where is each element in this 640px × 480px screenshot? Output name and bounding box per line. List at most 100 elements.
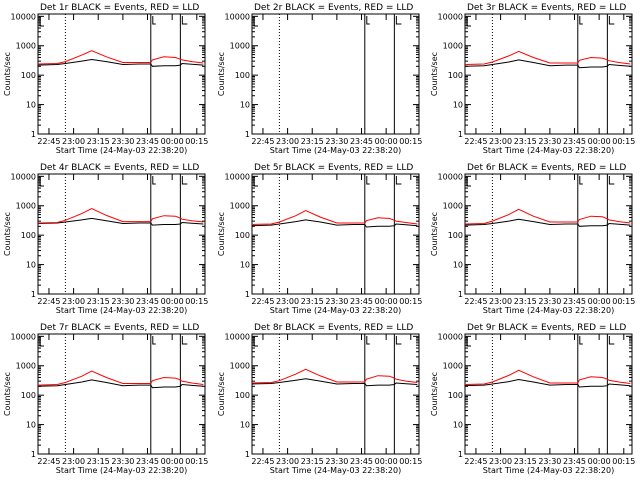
marker-flag-symbol [579,336,583,345]
y-tick-label: 10 [453,421,463,430]
plot-frame [464,13,633,135]
y-tick-label: 10000 [225,332,250,341]
y-tick-label: 1 [458,130,463,139]
y-tick-label: 1 [31,450,36,459]
y-tick-label: 1000 [443,362,463,371]
x-tick-label: 23:15 [301,297,324,306]
x-tick-label: 23:15 [87,297,110,306]
panel-title: Det 7r BLACK = Events, RED = LLD [40,323,199,333]
marker-flag-symbol [152,176,156,185]
plot-frame [464,173,633,295]
x-tick-label: 00:00 [375,297,398,306]
x-tick-label: 00:00 [161,457,184,466]
plot-frame [37,333,206,455]
series-line-lld [465,369,631,385]
y-tick-label: 10000 [225,172,250,181]
series-line-events [465,378,631,388]
corner-flag-symbol [466,336,471,347]
series-line-events [252,378,418,387]
x-tick-label: 00:15 [185,297,208,306]
x-tick-label: 23:45 [136,297,159,306]
x-tick-label: 23:45 [563,297,586,306]
y-tick-label: 100 [448,71,463,80]
x-tick-label: 00:15 [612,297,635,306]
panel-det-6: Det 6r BLACK = Events, RED = LLD 1 10 100 10… [430,163,635,315]
x-tick-label: 00:15 [399,457,422,466]
marker-flag-symbol [181,176,188,185]
y-tick-label: 1000 [443,202,463,211]
marker-flag-symbol [181,16,188,25]
series-line-events [38,217,204,226]
x-tick-label: 00:15 [399,137,422,146]
y-tick-label: 1 [245,130,250,139]
corner-flag-symbol [466,16,471,27]
x-tick-label: 23:30 [538,297,561,306]
x-axis-label: Start Time (24-May-03 22:38:20) [56,306,187,315]
x-tick-label: 23:15 [87,137,110,146]
x-tick-label: 23:45 [350,137,373,146]
series-line-events [38,58,204,67]
y-tick-label: 1 [458,290,463,299]
marker-flag-symbol [608,176,615,185]
x-tick-label: 00:00 [161,137,184,146]
x-tick-label: 23:30 [111,137,134,146]
series-line-lld [38,50,204,65]
x-tick-label: 23:45 [136,137,159,146]
y-tick-label: 10000 [11,172,36,181]
corner-flag-symbol [253,16,258,27]
y-tick-label: 100 [448,231,463,240]
y-tick-label: 1 [458,450,463,459]
x-axis-label: Start Time (24-May-03 22:38:20) [483,146,614,155]
y-tick-label: 1 [245,290,250,299]
y-tick-label: 100 [21,231,36,240]
y-tick-label: 1000 [230,42,250,51]
y-tick-label: 10000 [11,332,36,341]
marker-flag-symbol [366,176,370,185]
x-tick-label: 23:45 [350,297,373,306]
y-tick-label: 10 [240,101,250,110]
x-tick-label: 00:00 [588,457,611,466]
x-tick-label: 23:15 [514,137,537,146]
x-axis-label: Start Time (24-May-03 22:38:20) [483,306,614,315]
y-axis-label: Counts/sec [430,372,439,416]
x-tick-label: 22:45 [251,297,274,306]
panel-det-5: Det 5r BLACK = Events, RED = LLD 1 10 100 10… [217,163,422,315]
series-line-lld [38,208,204,224]
panel-det-7: Det 7r BLACK = Events, RED = LLD 1 10 100 10… [3,323,208,475]
x-tick-label: 22:45 [251,457,274,466]
panel-title: Det 8r BLACK = Events, RED = LLD [254,323,413,333]
y-tick-label: 10000 [438,332,463,341]
x-tick-label: 23:30 [538,457,561,466]
y-tick-label: 1000 [16,362,36,371]
y-axis-label: Counts/sec [430,52,439,96]
y-tick-label: 10 [453,261,463,270]
y-axis-label: Counts/sec [217,52,226,96]
corner-flag-symbol [253,336,258,347]
corner-flag-symbol [39,336,44,347]
x-tick-label: 22:45 [251,137,274,146]
x-tick-label: 22:45 [37,137,60,146]
panel-title: Det 6r BLACK = Events, RED = LLD [467,163,626,173]
marker-flag-symbol [152,16,156,25]
marker-flag-symbol [366,336,370,345]
x-tick-label: 23:45 [350,457,373,466]
x-axis-label: Start Time (24-May-03 22:38:20) [270,306,401,315]
marker-flag-symbol [395,16,402,25]
corner-flag-symbol [39,16,44,27]
panel-det-4: Det 4r BLACK = Events, RED = LLD 1 10 100 10… [3,163,208,315]
x-tick-label: 23:30 [111,457,134,466]
series-line-lld [252,368,418,384]
plot-frame [251,333,420,455]
panel-det-2: Det 2r BLACK = Events, RED = LLD 1 10 100 10… [217,3,422,155]
panel-title: Det 5r BLACK = Events, RED = LLD [254,163,413,173]
plot-frame [251,173,420,295]
series-line-events [252,219,418,228]
marker-flag-symbol [366,16,370,25]
y-tick-label: 10 [26,261,36,270]
y-axis-label: Counts/sec [3,52,12,96]
plot-frame [464,333,633,455]
y-axis-label: Counts/sec [3,212,12,256]
x-tick-label: 00:00 [161,297,184,306]
x-tick-label: 22:45 [37,457,60,466]
x-tick-label: 23:45 [563,457,586,466]
